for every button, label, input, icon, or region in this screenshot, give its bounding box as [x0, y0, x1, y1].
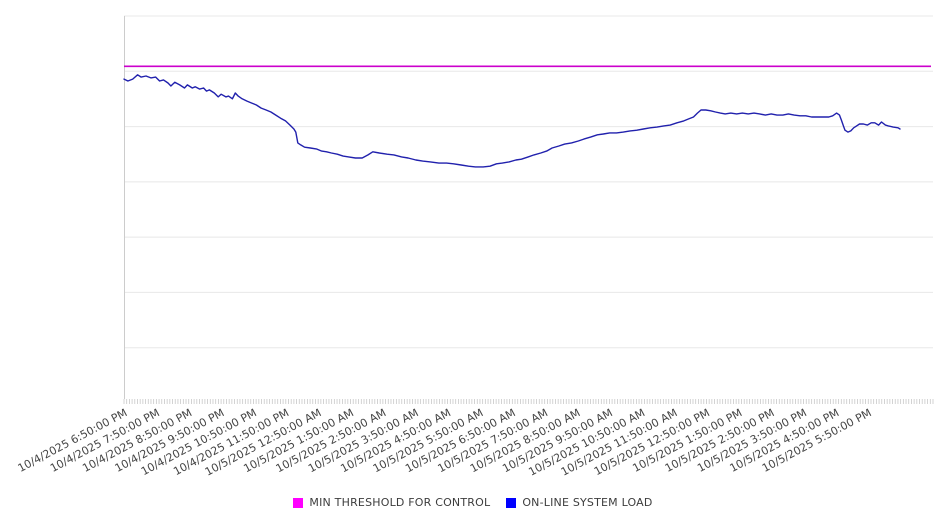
- legend-swatch-online-system-load-icon: [506, 497, 517, 508]
- chart-legend: MIN THRESHOLD FOR CONTROL ON-LINE SYSTEM…: [0, 496, 946, 509]
- legend-item-min-threshold[interactable]: MIN THRESHOLD FOR CONTROL: [293, 496, 490, 509]
- legend-swatch-min-threshold-icon: [293, 497, 304, 508]
- series-online-system-load-line: [123, 74, 901, 168]
- legend-label-min-threshold: MIN THRESHOLD FOR CONTROL: [309, 496, 491, 509]
- legend-item-online-system-load[interactable]: ON-LINE SYSTEM LOAD: [506, 496, 652, 509]
- legend-label-online-system-load: ON-LINE SYSTEM LOAD: [522, 496, 653, 509]
